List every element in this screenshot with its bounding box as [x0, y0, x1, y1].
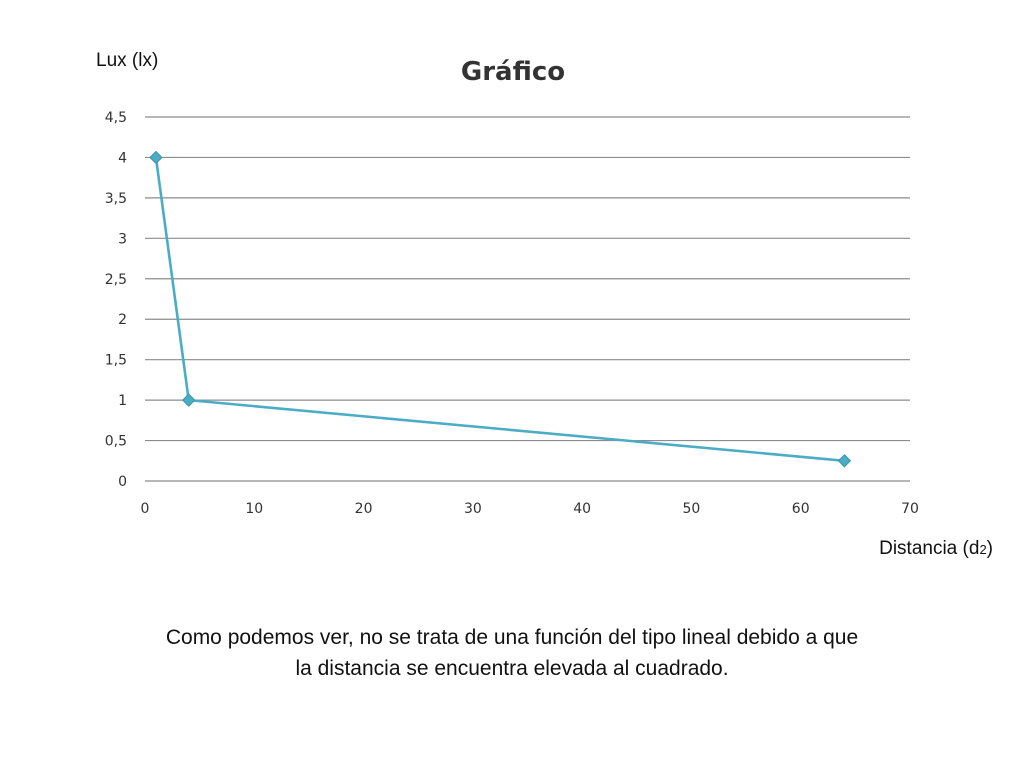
y-tick-label: 1,5	[105, 353, 127, 369]
chart-title: Gráfico	[461, 57, 565, 87]
series-group	[149, 150, 852, 468]
x-tick-label: 30	[464, 501, 482, 517]
y-tick-label: 2	[118, 312, 127, 328]
y-tick-label: 1	[118, 393, 127, 409]
chart: Lux (lx) Gráfico 0 0,5 1 1,5 2 2,5 3 3,5 4 4,5 0 1…	[96, 50, 993, 559]
x-axis-label: Distancia (d2)	[879, 538, 993, 559]
data-point-0	[149, 150, 163, 165]
x-tick-label: 0	[141, 501, 150, 517]
y-tick-label: 4,5	[105, 110, 127, 126]
x-tick-label: 70	[901, 501, 919, 517]
x-tick-label: 40	[573, 501, 591, 517]
y-tick-label: 0	[118, 474, 127, 490]
x-tick-label: 20	[355, 501, 373, 517]
y-tick-label: 0,5	[105, 434, 127, 450]
y-axis-label: Lux (lx)	[96, 50, 158, 71]
x-tick-label: 60	[792, 501, 810, 517]
x-tick-label: 10	[245, 501, 263, 517]
x-tick-labels: 0 10 20 30 40 50 60 70	[141, 501, 919, 517]
series-line	[154, 157, 845, 463]
y-tick-label: 3,5	[105, 191, 127, 207]
gridlines	[145, 116, 910, 482]
y-tick-label: 4	[118, 150, 127, 166]
caption-line-2: la distancia se encuentra elevada al cua…	[295, 657, 729, 680]
y-tick-label: 3	[118, 231, 127, 247]
data-point-2	[837, 454, 852, 468]
data-point-1	[182, 393, 196, 407]
caption-line-1: Como podemos ver, no se trata de una fun…	[165, 626, 859, 649]
y-tick-label: 2,5	[105, 272, 127, 288]
x-tick-label: 50	[683, 501, 701, 517]
caption: Como podemos ver, no se trata de una fun…	[80, 622, 944, 684]
y-tick-labels: 0 0,5 1 1,5 2 2,5 3 3,5 4 4,5	[105, 110, 127, 490]
